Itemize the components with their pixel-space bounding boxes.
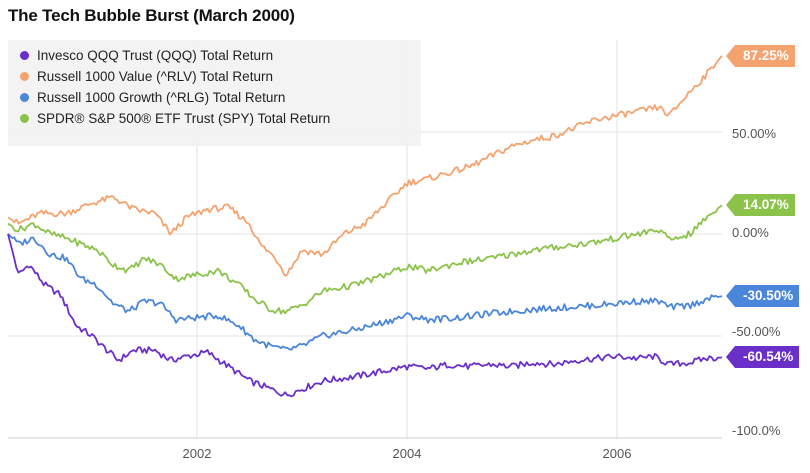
legend-swatch-spy xyxy=(20,114,29,123)
end-value-label-rlv: 87.25% xyxy=(726,44,795,67)
series-line-rlv xyxy=(7,55,723,277)
legend-item-spy: SPDR® S&P 500® ETF Trust (SPY) Total Ret… xyxy=(20,111,330,126)
series-line-rlg xyxy=(7,233,723,351)
legend-label-rlg: Russell 1000 Growth (^RLG) Total Return xyxy=(37,90,286,105)
series-line-spy xyxy=(7,204,723,315)
legend-label-spy: SPDR® S&P 500® ETF Trust (SPY) Total Ret… xyxy=(37,111,331,126)
legend-swatch-qqq xyxy=(20,51,29,60)
legend-label-rlv: Russell 1000 Value (^RLV) Total Return xyxy=(37,69,273,84)
x-tick-label: 2002 xyxy=(182,446,212,461)
y-tick-label: -50.00% xyxy=(732,324,781,339)
legend-item-rlv: Russell 1000 Value (^RLV) Total Return xyxy=(20,69,273,84)
end-value-label-rlg: -30.50% xyxy=(725,285,800,308)
y-tick-label: 0.00% xyxy=(732,225,769,240)
chart-title: The Tech Bubble Burst (March 2000) xyxy=(8,6,295,25)
legend-swatch-rlv xyxy=(20,72,29,81)
series-line-qqq xyxy=(7,233,723,398)
legend-label-qqq: Invesco QQQ Trust (QQQ) Total Return xyxy=(37,48,274,63)
legend-item-rlg: Russell 1000 Growth (^RLG) Total Return xyxy=(20,90,285,105)
y-tick-label: -100.0% xyxy=(732,423,781,438)
legend-item-qqq: Invesco QQQ Trust (QQQ) Total Return xyxy=(20,48,273,63)
x-tick-label: 2006 xyxy=(602,446,632,461)
legend: Invesco QQQ Trust (QQQ) Total Return Rus… xyxy=(8,40,421,146)
x-tick-label: 2004 xyxy=(392,446,422,461)
end-value-label-spy: 14.07% xyxy=(726,194,795,217)
y-tick-label: 50.00% xyxy=(732,126,777,141)
legend-swatch-rlg xyxy=(20,93,29,102)
end-value-label-qqq: -60.54% xyxy=(725,346,800,369)
